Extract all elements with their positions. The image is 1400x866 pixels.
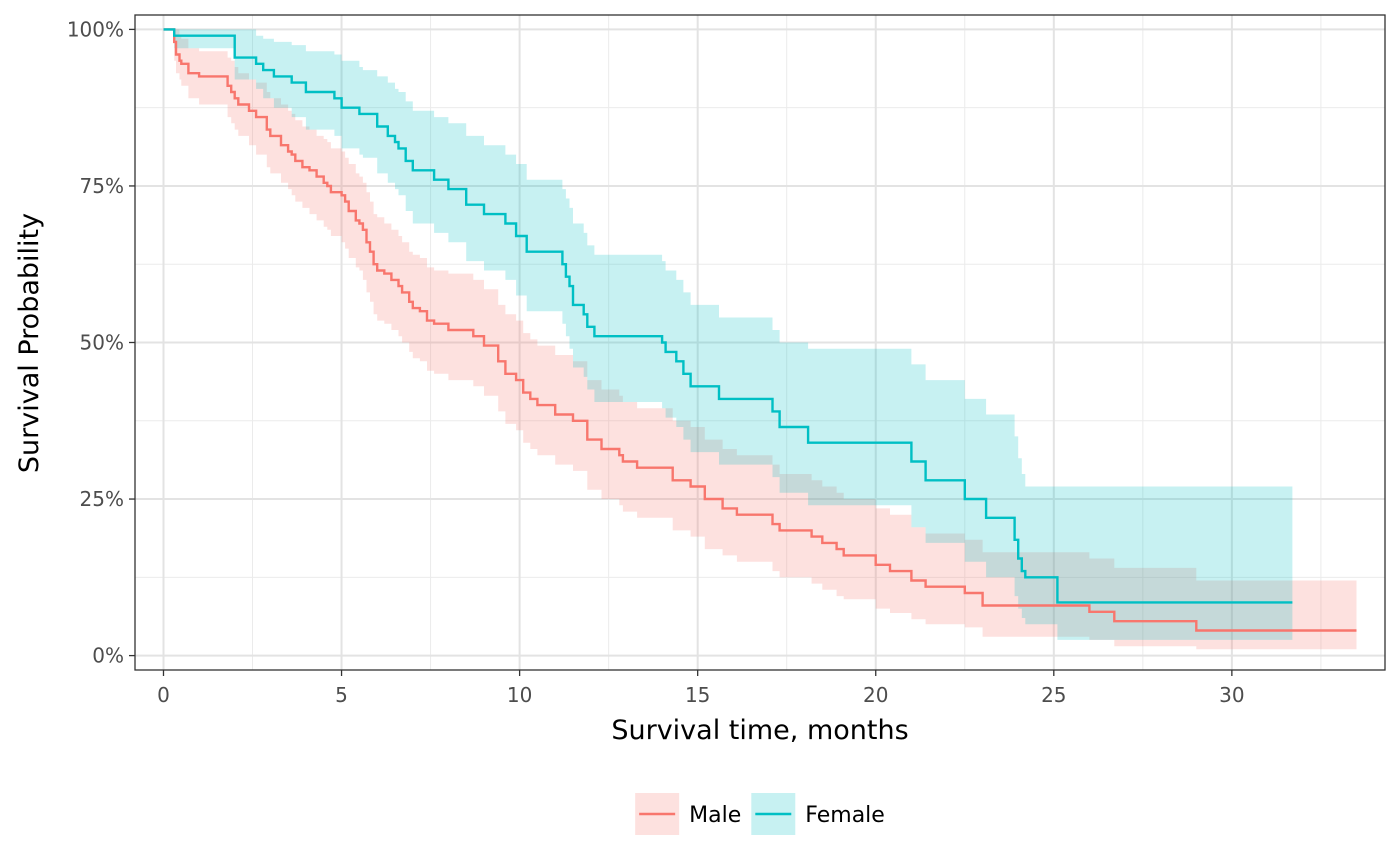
confidence-bands [163, 29, 1357, 650]
y-tick-label: 0% [92, 644, 124, 668]
x-tick-label: 30 [1219, 683, 1244, 707]
female-confidence-band [163, 29, 1293, 640]
survival-curves [163, 28, 1357, 632]
x-tick-label: 25 [1041, 683, 1066, 707]
legend-label-female: Female [805, 803, 885, 828]
x-tick-label: 0 [157, 683, 170, 707]
grid-lines [135, 15, 1385, 670]
x-tick-label: 15 [685, 683, 710, 707]
female-survival-line [163, 28, 1293, 604]
y-axis-title: Survival Probability [14, 213, 45, 473]
y-tick-label: 75% [80, 174, 124, 198]
y-tick-label: 100% [67, 17, 124, 41]
x-tick-label: 5 [335, 683, 348, 707]
axes: 0 5 10 15 20 25 30 0% 25% 50% 75% 100% [67, 17, 1245, 707]
y-tick-label: 50% [80, 331, 124, 355]
legend: Male Female [635, 793, 885, 835]
y-tick-label: 25% [80, 487, 124, 511]
x-tick-label: 20 [863, 683, 888, 707]
x-axis-title: Survival time, months [611, 715, 908, 746]
male-survival-line [163, 28, 1357, 632]
x-tick-label: 10 [507, 683, 532, 707]
male-confidence-band [163, 29, 1357, 650]
legend-label-male: Male [689, 803, 741, 828]
